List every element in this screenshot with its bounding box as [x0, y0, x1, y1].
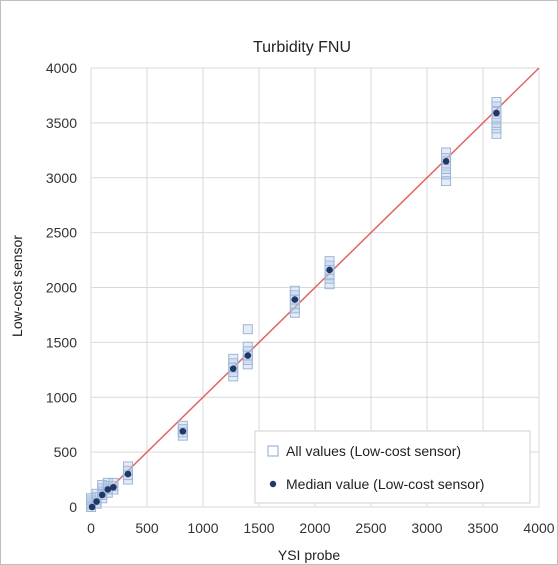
y-axis-ticks: 0 500 1000 1500 2000 2500 3000 3500 4000: [46, 60, 77, 515]
chart-title: Turbidity FNU: [253, 39, 351, 56]
y-tick-label: 1500: [46, 334, 77, 350]
all-values-point: [441, 169, 452, 180]
legend: All values (Low-cost sensor) Median valu…: [254, 430, 531, 504]
y-axis-title: Low-cost sensor: [9, 235, 25, 337]
x-tick-label: 1500: [243, 520, 274, 536]
x-tick-label: 0: [87, 520, 95, 536]
all-values-point: [491, 123, 502, 134]
all-values-point: [122, 461, 133, 472]
x-tick-label: 3500: [467, 520, 498, 536]
y-tick-label: 2000: [46, 280, 77, 296]
y-tick-label: 1000: [46, 389, 77, 405]
x-axis-title: YSI probe: [278, 547, 340, 563]
legend-dot-marker: [269, 480, 277, 488]
median-point: [493, 109, 500, 117]
y-tick-label: 0: [69, 499, 77, 515]
x-axis-ticks: 0 500 1000 1500 2000 2500 3000 3500 4000: [87, 520, 555, 536]
median-point: [442, 157, 450, 165]
median-point: [88, 503, 96, 511]
median-point: [179, 427, 187, 435]
legend-square-marker: [267, 445, 279, 457]
y-tick-label: 3000: [46, 170, 77, 186]
y-tick-label: 3500: [46, 115, 77, 131]
all-values-point: [324, 279, 335, 290]
median-point: [104, 486, 112, 493]
x-tick-label: 2500: [355, 520, 386, 536]
median-point: [93, 498, 100, 505]
median-point: [98, 491, 106, 499]
y-tick-label: 4000: [46, 60, 77, 76]
x-tick-label: 2000: [299, 520, 330, 536]
all-values-point: [228, 353, 239, 364]
median-point: [110, 483, 117, 491]
all-values-point: [289, 285, 300, 296]
legend-box: [254, 430, 531, 504]
median-point: [124, 470, 132, 478]
legend-label-median: Median value (Low-cost sensor): [286, 476, 484, 492]
x-tick-label: 4000: [523, 520, 554, 536]
all-values-point: [324, 256, 335, 267]
median-point: [229, 365, 237, 373]
median-point: [244, 352, 252, 359]
median-point: [291, 296, 299, 303]
median-series: [88, 109, 500, 511]
x-tick-label: 500: [135, 520, 159, 536]
all-values-point: [242, 324, 253, 335]
all-values-point: [441, 147, 452, 158]
all-values-point: [441, 176, 452, 187]
all-values-point: [242, 341, 253, 352]
all-values-point: [491, 97, 502, 108]
x-tick-label: 3000: [411, 520, 442, 536]
y-tick-label: 500: [54, 444, 78, 460]
legend-label-all-values: All values (Low-cost sensor): [286, 443, 461, 459]
x-tick-label: 1000: [187, 520, 218, 536]
all-values-point: [491, 117, 502, 128]
median-point: [326, 266, 333, 274]
all-values-point: [491, 128, 502, 139]
reference-line: [90, 67, 540, 508]
y-tick-label: 2500: [46, 225, 77, 241]
